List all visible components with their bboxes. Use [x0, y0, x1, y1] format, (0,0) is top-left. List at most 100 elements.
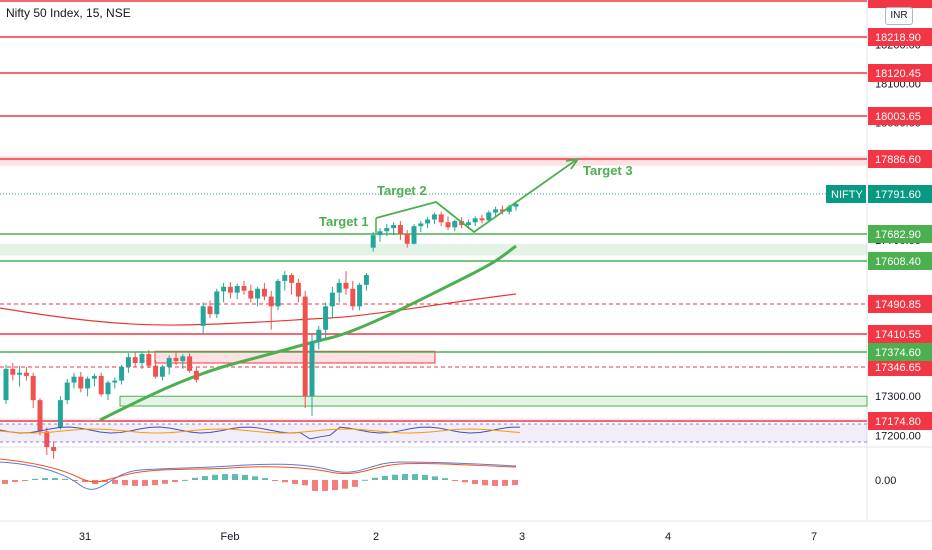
candle[interactable]	[37, 398, 43, 436]
candle-body	[125, 357, 131, 367]
resistance-value: 17410.55	[875, 329, 921, 341]
label-bg	[868, 358, 932, 376]
candle[interactable]	[302, 290, 308, 408]
resistance-value: 18218.90	[875, 32, 921, 44]
candle[interactable]	[241, 280, 247, 295]
candle[interactable]	[316, 325, 322, 350]
candle[interactable]	[51, 441, 57, 459]
candle[interactable]	[452, 219, 458, 232]
candle[interactable]	[17, 365, 23, 387]
candle[interactable]	[329, 286, 335, 319]
candle-body	[323, 306, 329, 330]
candle[interactable]	[159, 364, 165, 381]
resistance-price-label: 17490.85	[868, 295, 932, 313]
candle[interactable]	[479, 214, 485, 224]
candle[interactable]	[146, 350, 152, 369]
candle[interactable]	[44, 427, 50, 455]
candle[interactable]	[282, 271, 288, 291]
candle-body	[486, 212, 492, 221]
candle[interactable]	[64, 378, 70, 405]
candle-body	[10, 368, 16, 375]
candle[interactable]	[91, 373, 97, 387]
candle[interactable]	[125, 353, 131, 373]
candle-body	[391, 225, 397, 229]
macd-histogram-bar	[62, 478, 68, 480]
candle[interactable]	[139, 351, 145, 369]
candle[interactable]	[180, 354, 186, 369]
candle[interactable]	[227, 282, 233, 299]
candle-body	[221, 286, 227, 292]
candle[interactable]	[200, 302, 206, 334]
candle[interactable]	[132, 352, 138, 367]
candle[interactable]	[71, 372, 77, 389]
candle[interactable]	[193, 366, 199, 383]
candle[interactable]	[10, 363, 16, 381]
candle[interactable]	[425, 217, 431, 229]
macd-histogram-bar	[182, 479, 188, 481]
candle[interactable]	[119, 364, 125, 385]
candle[interactable]	[493, 206, 499, 217]
candle[interactable]	[255, 286, 261, 307]
candle[interactable]	[261, 282, 267, 301]
candle[interactable]	[57, 396, 63, 430]
candle[interactable]	[248, 284, 254, 303]
candle[interactable]	[289, 273, 295, 295]
candle[interactable]	[112, 377, 118, 389]
candle[interactable]	[431, 212, 437, 225]
candle[interactable]	[85, 376, 91, 397]
candle[interactable]	[295, 278, 301, 303]
candle[interactable]	[153, 360, 159, 379]
candle[interactable]	[350, 280, 356, 311]
candle[interactable]	[98, 372, 104, 397]
candle[interactable]	[445, 216, 451, 231]
candle[interactable]	[173, 352, 179, 365]
candle-body	[513, 203, 519, 207]
candle[interactable]	[438, 211, 444, 227]
candle[interactable]	[377, 228, 383, 242]
candle[interactable]	[30, 372, 36, 408]
candle-body	[289, 275, 295, 283]
candle[interactable]	[370, 232, 376, 252]
resistance-price-label: 17346.65	[868, 358, 932, 376]
zones	[0, 155, 868, 442]
resistance-value: 17346.65	[875, 362, 921, 374]
candle[interactable]	[268, 290, 274, 330]
candle-body	[200, 306, 206, 326]
label-bg	[868, 150, 932, 168]
candle[interactable]	[78, 371, 84, 393]
candle[interactable]	[323, 302, 329, 338]
candle[interactable]	[363, 273, 369, 291]
candle[interactable]	[397, 221, 403, 240]
candle[interactable]	[23, 366, 29, 381]
candle[interactable]	[105, 380, 111, 401]
candle-body	[166, 357, 172, 367]
candle-body	[78, 376, 84, 389]
candle[interactable]	[221, 282, 227, 303]
macd-histogram-bar	[102, 480, 108, 483]
target-2-label: Target 2	[377, 183, 427, 198]
candle[interactable]	[343, 271, 349, 295]
candle[interactable]	[486, 210, 492, 223]
candle[interactable]	[214, 288, 220, 319]
candle[interactable]	[166, 355, 172, 375]
candle[interactable]	[275, 278, 281, 311]
candle[interactable]	[411, 224, 417, 245]
candle[interactable]	[404, 230, 410, 248]
candle[interactable]	[357, 282, 363, 311]
candle[interactable]	[187, 353, 193, 373]
candle[interactable]	[309, 333, 315, 416]
candle[interactable]	[384, 224, 390, 236]
candle[interactable]	[418, 221, 424, 233]
resistance-value: 17490.85	[875, 299, 921, 311]
candles[interactable]	[3, 201, 519, 459]
currency-button[interactable]: INR	[885, 7, 913, 25]
candle[interactable]	[207, 300, 213, 319]
macd-histogram-bar	[512, 480, 518, 486]
candle[interactable]	[3, 364, 9, 405]
macd-histogram-bar	[192, 477, 198, 480]
candle[interactable]	[391, 222, 397, 236]
candle[interactable]	[234, 283, 240, 300]
candle[interactable]	[336, 278, 342, 303]
candle[interactable]	[472, 216, 478, 227]
